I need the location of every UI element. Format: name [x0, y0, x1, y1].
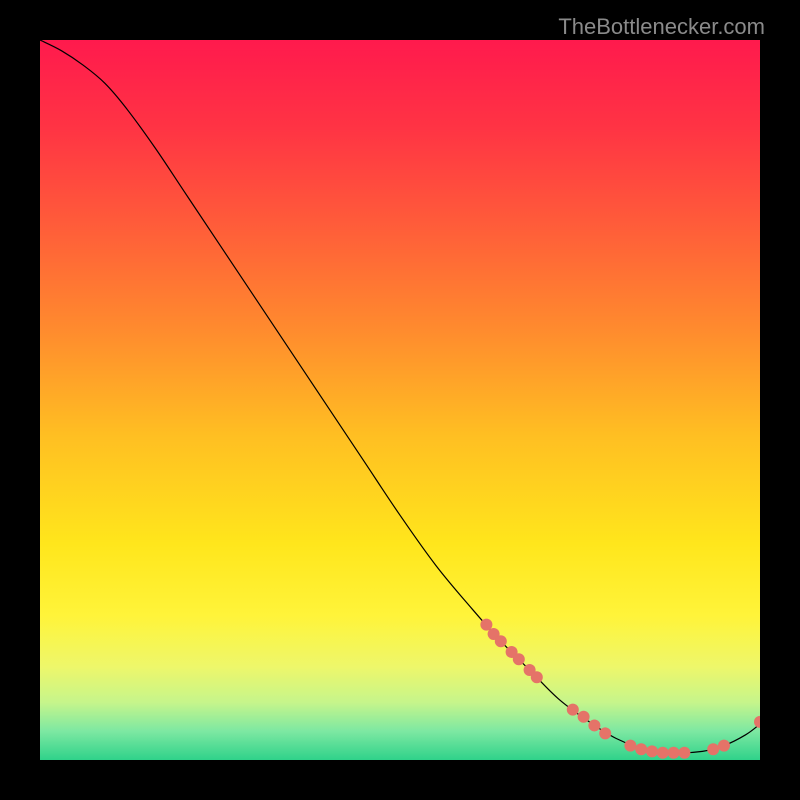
data-marker	[567, 704, 579, 716]
chart-svg	[40, 40, 760, 760]
plot-background	[40, 40, 760, 760]
data-marker	[588, 719, 600, 731]
data-marker	[668, 747, 680, 759]
data-marker	[707, 743, 719, 755]
data-marker	[678, 747, 690, 759]
plot-area	[40, 40, 760, 760]
watermark-text: TheBottlenecker.com	[558, 14, 765, 40]
data-marker	[578, 711, 590, 723]
data-marker	[646, 745, 658, 757]
data-marker	[718, 740, 730, 752]
data-marker	[531, 671, 543, 683]
data-marker	[657, 747, 669, 759]
data-marker	[624, 740, 636, 752]
data-marker	[635, 743, 647, 755]
data-marker	[495, 635, 507, 647]
data-marker	[599, 727, 611, 739]
data-marker	[513, 653, 525, 665]
stage: TheBottlenecker.com	[0, 0, 800, 800]
